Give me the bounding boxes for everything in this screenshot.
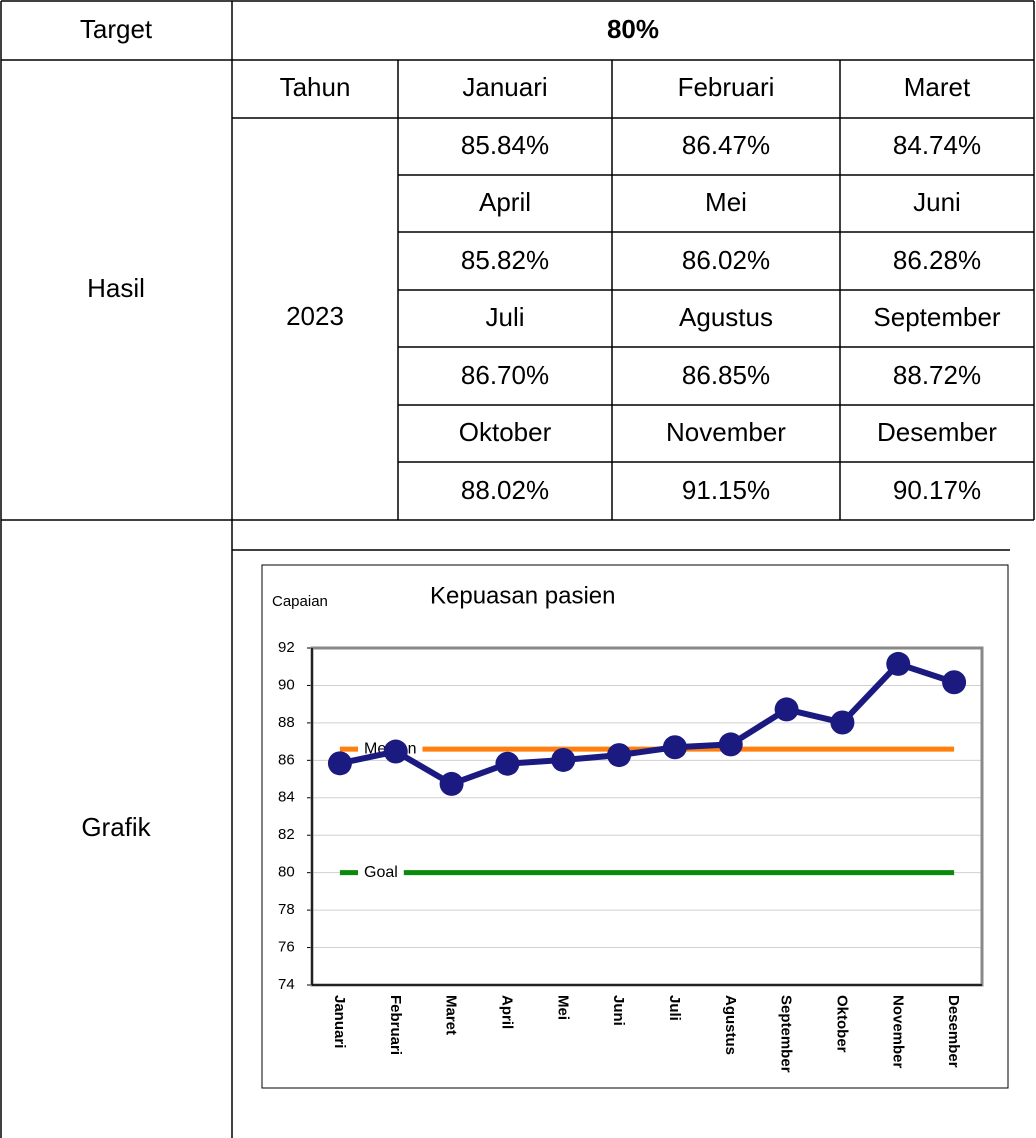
result-value: 90.17% [893, 475, 981, 505]
result-value: 84.74% [893, 130, 981, 160]
x-tick-label: April [498, 995, 515, 1029]
target-value: 80% [607, 14, 659, 44]
data-point [607, 743, 632, 768]
result-value: 85.82% [461, 245, 549, 275]
x-tick-label: Juni [610, 995, 627, 1026]
x-tick-label: Juli [666, 995, 683, 1021]
series-line [339, 660, 956, 788]
month-label: Agustus [679, 302, 773, 332]
data-point [830, 710, 855, 735]
y-axis-label: Capaian [272, 593, 328, 610]
year: 2023 [286, 301, 344, 331]
data-point [662, 735, 687, 760]
result-value: 86.85% [682, 360, 770, 390]
data-point [551, 747, 576, 772]
y-tick-label: 88 [278, 714, 295, 731]
x-tick-label: Oktober [833, 995, 850, 1053]
y-tick-label: 82 [278, 826, 295, 843]
x-tick-label: Agustus [722, 995, 739, 1055]
data-point [439, 771, 464, 796]
reference-label: Goal [364, 864, 398, 881]
chart-title: Kepuasan pasien [430, 582, 615, 609]
data-point [383, 739, 408, 764]
month-label: Oktober [459, 417, 552, 447]
result-value: 86.47% [682, 130, 770, 160]
result-value: 88.72% [893, 360, 981, 390]
tahun-label: Tahun [280, 72, 351, 102]
x-tick-label: Maret [443, 995, 460, 1035]
y-tick-label: 90 [278, 676, 295, 693]
month-label: Desember [877, 417, 997, 447]
result-value: 91.15% [682, 475, 770, 505]
hasil-label: Hasil [87, 273, 145, 303]
data-point [718, 732, 743, 757]
y-tick-label: 92 [278, 639, 295, 656]
month-label: Februari [678, 72, 775, 102]
month-label: April [479, 187, 531, 217]
month-label: Juli [485, 302, 524, 332]
month-label: November [666, 417, 786, 447]
y-tick-label: 80 [278, 864, 295, 881]
x-tick-label: Desember [945, 995, 962, 1068]
target-label: Target [80, 14, 153, 44]
month-label: September [873, 302, 1001, 332]
month-label: Juni [913, 187, 961, 217]
result-value: 88.02% [461, 475, 549, 505]
y-tick-label: 78 [278, 901, 295, 918]
month-label: Mei [705, 187, 747, 217]
result-value: 86.28% [893, 245, 981, 275]
result-value: 85.84% [461, 130, 549, 160]
x-tick-label: September [778, 995, 795, 1073]
y-tick-label: 74 [278, 976, 295, 993]
month-label: Maret [904, 72, 971, 102]
data-point [942, 670, 967, 695]
y-tick-label: 84 [278, 789, 295, 806]
month-label: Januari [462, 72, 547, 102]
result-value: 86.02% [682, 245, 770, 275]
x-tick-label: Januari [331, 995, 348, 1048]
reference-label-bg [358, 862, 404, 882]
data-point [774, 697, 799, 722]
data-point [886, 651, 911, 676]
y-tick-label: 76 [278, 939, 295, 956]
data-point [327, 751, 352, 776]
data-point [495, 751, 520, 776]
x-tick-label: November [889, 995, 906, 1069]
grafik-label: Grafik [81, 812, 151, 842]
x-tick-label: Februari [387, 995, 404, 1055]
result-value: 86.70% [461, 360, 549, 390]
y-tick-label: 86 [278, 751, 295, 768]
x-tick-label: Mei [554, 995, 571, 1020]
chart-frame [261, 564, 1009, 1089]
plot-frame [310, 646, 984, 987]
